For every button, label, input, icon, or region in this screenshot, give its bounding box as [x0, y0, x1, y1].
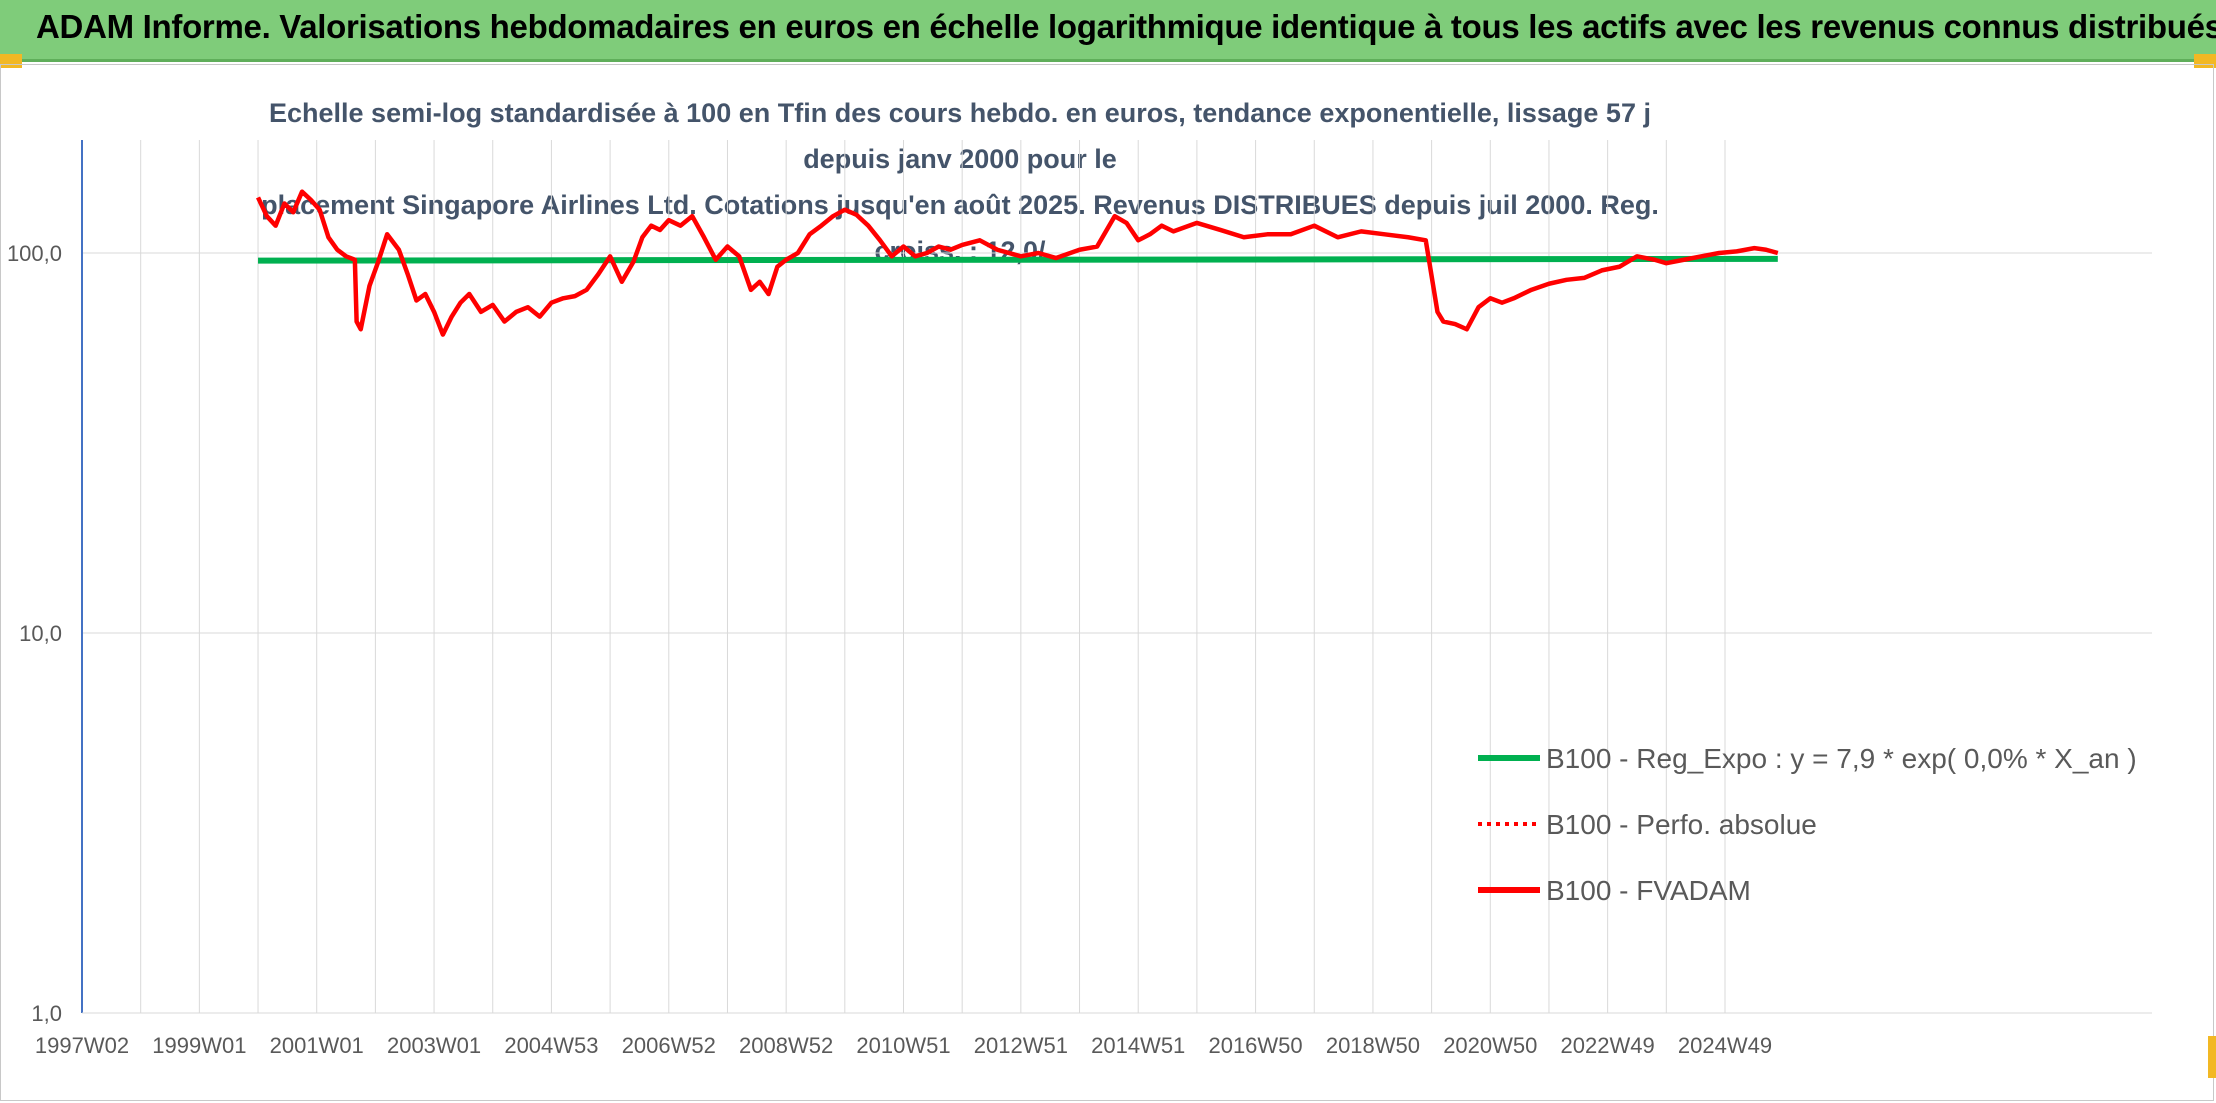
- x-tick-label: 2022W49: [1561, 1033, 1655, 1058]
- x-tick-label: 2003W01: [387, 1033, 481, 1058]
- corner-accent-bottom-right: [2208, 1036, 2216, 1078]
- x-tick-label: 2014W51: [1091, 1033, 1185, 1058]
- x-tick-label: 2004W53: [504, 1033, 598, 1058]
- report-banner: ADAM Informe. Valorisations hebdomadaire…: [0, 0, 2216, 62]
- chart-title-line1: Echelle semi-log standardisée à 100 en T…: [269, 98, 1651, 174]
- series-line-fvadam: [255, 189, 1779, 337]
- x-tick-label: 1997W02: [35, 1033, 129, 1058]
- y-tick-label: 100,0: [7, 241, 62, 266]
- x-tick-label: 2008W52: [739, 1033, 833, 1058]
- x-tick-label: 2010W51: [856, 1033, 950, 1058]
- x-tick-label: 2001W01: [270, 1033, 364, 1058]
- chart-frame: [0, 64, 2214, 1101]
- x-tick-label: 2018W50: [1326, 1033, 1420, 1058]
- x-tick-label: 2016W50: [1208, 1033, 1302, 1058]
- legend-label: B100 - Reg_Expo : y = 7,9 * exp( 0,0% * …: [1546, 743, 2137, 774]
- y-tick-label: 10,0: [19, 621, 62, 646]
- report-title: ADAM Informe. Valorisations hebdomadaire…: [36, 8, 2216, 45]
- legend-label: B100 - FVADAM: [1546, 875, 1751, 906]
- legend-label: B100 - Perfo. absolue: [1546, 809, 1817, 840]
- x-tick-label: 2020W50: [1443, 1033, 1537, 1058]
- y-tick-label: 1,0: [31, 1001, 62, 1026]
- x-tick-label: 1999W01: [152, 1033, 246, 1058]
- series-line-regression: [258, 255, 1778, 264]
- x-tick-label: 2012W51: [974, 1033, 1068, 1058]
- x-tick-label: 2006W52: [622, 1033, 716, 1058]
- x-tick-label: 2024W49: [1678, 1033, 1772, 1058]
